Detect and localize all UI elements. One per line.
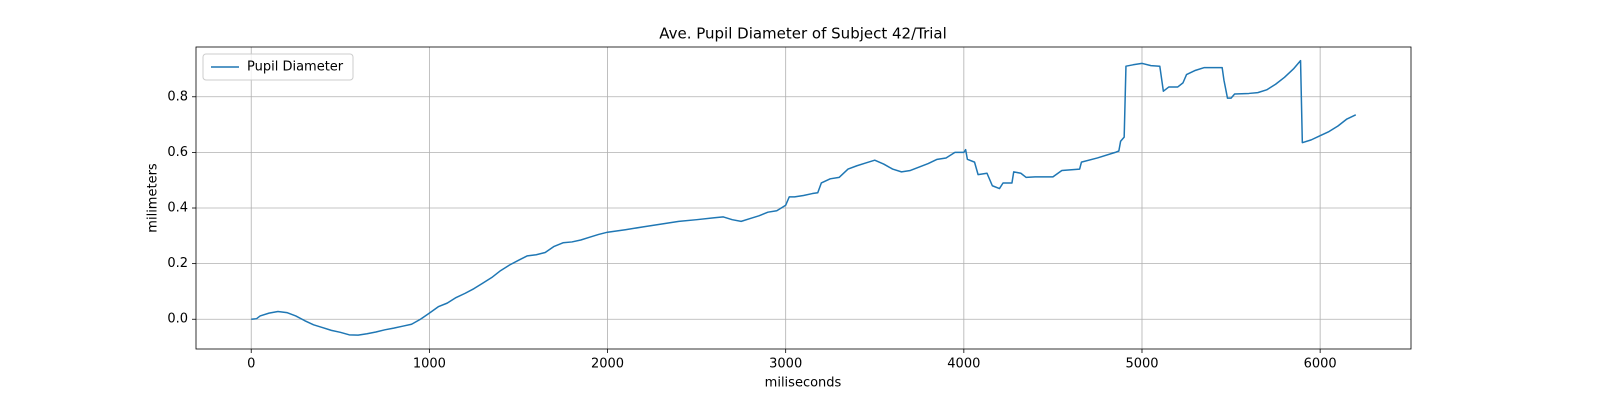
chart-title: Ave. Pupil Diameter of Subject 42/Trial — [659, 25, 947, 43]
legend-box — [202, 53, 354, 81]
plot-frame — [195, 46, 1412, 350]
y-tick-label: 0.0 — [167, 312, 188, 327]
x-tick-label: 6000 — [1304, 357, 1337, 372]
x-tick-label: 0 — [247, 357, 255, 372]
y-tick-label: 0.4 — [167, 201, 188, 216]
x-tick-label: 3000 — [769, 357, 802, 372]
x-tick-label: 1000 — [413, 357, 446, 372]
y-tick-label: 0.8 — [167, 89, 188, 104]
y-tick-label: 0.2 — [167, 256, 188, 271]
legend-label: Pupil Diameter — [247, 60, 344, 75]
x-tick-label: 5000 — [1125, 357, 1158, 372]
x-tick-label: 2000 — [591, 357, 624, 372]
data-line — [251, 59, 1357, 336]
y-axis-label: milimeters — [146, 163, 161, 233]
y-tick-label: 0.6 — [167, 145, 188, 160]
x-axis-label: miliseconds — [765, 376, 842, 391]
x-tick-label: 4000 — [947, 357, 980, 372]
